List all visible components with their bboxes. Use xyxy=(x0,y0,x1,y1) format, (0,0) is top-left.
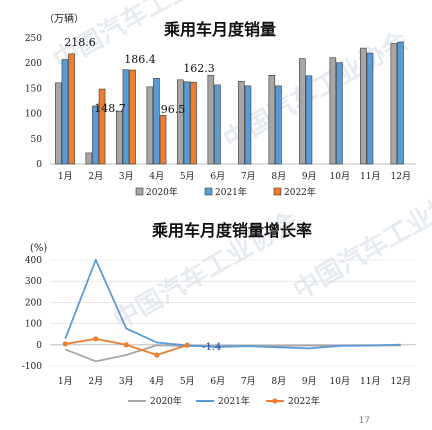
bar-2020年-11月 xyxy=(360,47,367,165)
bar-2020年-4月 xyxy=(146,86,154,165)
bar-legend-label: 2022年 xyxy=(284,186,316,198)
line-chart-x-tick: 4月 xyxy=(149,376,164,387)
bar-chart-x-tick: 11月 xyxy=(360,171,380,182)
bar-2022年-4月 xyxy=(159,115,167,165)
bar-2020年-9月 xyxy=(299,58,306,165)
line-chart-y-tick: -100 xyxy=(22,362,42,372)
bar-chart-y-tick: 250 xyxy=(25,34,42,44)
line-chart-unit-label: (%) xyxy=(30,243,47,254)
bar-chart-y-tick: 50 xyxy=(31,135,43,145)
line-legend-marker xyxy=(272,398,278,404)
bar-2022年-5月 xyxy=(190,81,197,165)
bar-legend-label: 2021年 xyxy=(215,186,247,198)
line-chart-x-tick: 6月 xyxy=(210,376,225,387)
bar-chart-x-tick: 6月 xyxy=(210,171,225,182)
bar-legend-label: 2020年 xyxy=(146,186,178,198)
bar-data-label: 148.7 xyxy=(94,102,126,115)
bar-legend-swatch xyxy=(135,187,144,196)
line-point-2022年-5月 xyxy=(184,342,190,348)
page-number: 17 xyxy=(359,416,370,426)
bar-2021年-9月 xyxy=(305,75,313,165)
bar-2020年-5月 xyxy=(177,79,184,165)
bar-2022年-1月 xyxy=(68,53,75,165)
line-chart-y-tick: 400 xyxy=(25,256,42,266)
line-chart-x-tick: 11月 xyxy=(360,376,380,387)
bar-2020年-6月 xyxy=(207,75,215,165)
line-point-2022年-3月 xyxy=(123,342,129,348)
line-chart-x-tick: 9月 xyxy=(302,376,317,387)
bar-chart-x-tick: 8月 xyxy=(271,171,286,182)
line-legend-label: 2022年 xyxy=(288,395,320,407)
line-chart-y-tick: 200 xyxy=(25,298,42,308)
line-chart-x-tick: 10月 xyxy=(330,376,350,387)
bar-2021年-11月 xyxy=(366,52,374,165)
bar-2021年-3月 xyxy=(122,69,130,165)
bar-2021年-1月 xyxy=(61,59,69,165)
line-chart-x-tick: 7月 xyxy=(241,376,256,387)
bar-chart-x-tick: 5月 xyxy=(180,171,195,182)
line-series-2021年 xyxy=(64,258,401,350)
line-chart-y-tick: 100 xyxy=(25,320,42,330)
bar-chart-title: 乘用车月度销量 xyxy=(163,20,276,39)
bar-data-label: 186.4 xyxy=(124,53,156,66)
bar-2021年-2月 xyxy=(92,105,99,165)
line-chart-x-tick: 8月 xyxy=(271,376,286,387)
bar-2021年-5月 xyxy=(183,81,191,165)
bar-2020年-8月 xyxy=(268,75,276,165)
line-data-label: -1.4 xyxy=(202,342,221,353)
line-chart-y-tick: 0 xyxy=(36,341,42,351)
line-chart-y-tick: 300 xyxy=(25,277,42,287)
bar-legend-swatch xyxy=(273,187,282,196)
line-chart-x-tick: 5月 xyxy=(180,376,195,387)
line-chart-x-tick: 1月 xyxy=(58,376,73,387)
bar-2020年-3月 xyxy=(116,110,123,165)
bar-2021年-8月 xyxy=(275,85,282,165)
bar-chart-x-tick: 1月 xyxy=(58,171,73,182)
bar-2021年-6月 xyxy=(214,84,221,165)
line-series-2020年 xyxy=(64,344,401,363)
bar-data-label: 162.3 xyxy=(183,62,215,75)
bar-chart-x-tick: 10月 xyxy=(330,171,350,182)
bar-chart-y-tick: 100 xyxy=(25,110,42,120)
line-point-2022年-2月 xyxy=(93,336,99,342)
line-legend-label: 2020年 xyxy=(150,395,182,407)
line-chart-growth-rate: 乘用车月度销量增长率 (%) -100 0 100 200 300 400 1月 2月 3月 4月… xyxy=(22,221,416,407)
bar-chart-x-tick: 3月 xyxy=(119,171,134,182)
bar-chart-y-tick: 150 xyxy=(25,84,42,94)
bar-2021年-4月 xyxy=(153,78,160,165)
line-point-2022年-1月 xyxy=(62,341,68,347)
bar-chart-monthly-sales: 乘用车月度销量 （万辆） 0 50 100 150 200 250 1月 2月 3月 4月 5月 6月… xyxy=(25,12,416,198)
line-chart-x-tick: 3月 xyxy=(119,376,134,387)
bar-chart-x-tick: 9月 xyxy=(302,171,317,182)
line-chart-x-tick: 12月 xyxy=(391,376,411,387)
bar-chart-y-tick: 200 xyxy=(25,59,42,69)
line-point-2022年-4月 xyxy=(154,352,160,358)
bar-2022年-2月 xyxy=(98,88,106,165)
bar-chart-x-tick: 4月 xyxy=(149,171,164,182)
bar-2021年-12月 xyxy=(397,41,404,165)
bar-2021年-7月 xyxy=(244,85,252,165)
bar-2021年-10月 xyxy=(336,62,343,165)
line-legend-label: 2021年 xyxy=(218,395,250,407)
bar-chart-x-tick: 7月 xyxy=(241,171,256,182)
bar-2022年-3月 xyxy=(129,69,136,165)
bar-2020年-10月 xyxy=(329,57,337,165)
bar-chart-x-tick: 2月 xyxy=(88,171,103,182)
bar-2020年-12月 xyxy=(390,43,398,165)
bar-chart-y-tick: 0 xyxy=(36,160,42,170)
line-chart-title: 乘用车月度销量增长率 xyxy=(151,221,312,240)
bar-legend-swatch xyxy=(204,187,213,196)
bar-data-label: 96.5 xyxy=(161,103,186,116)
bar-chart-x-tick: 12月 xyxy=(391,171,411,182)
bar-2020年-7月 xyxy=(238,81,245,165)
bar-2020年-2月 xyxy=(85,152,93,165)
bar-chart-unit-label: （万辆） xyxy=(44,12,84,25)
bar-2020年-1月 xyxy=(55,82,62,165)
bar-data-label: 218.6 xyxy=(64,36,96,49)
line-chart-x-tick: 2月 xyxy=(88,376,103,387)
